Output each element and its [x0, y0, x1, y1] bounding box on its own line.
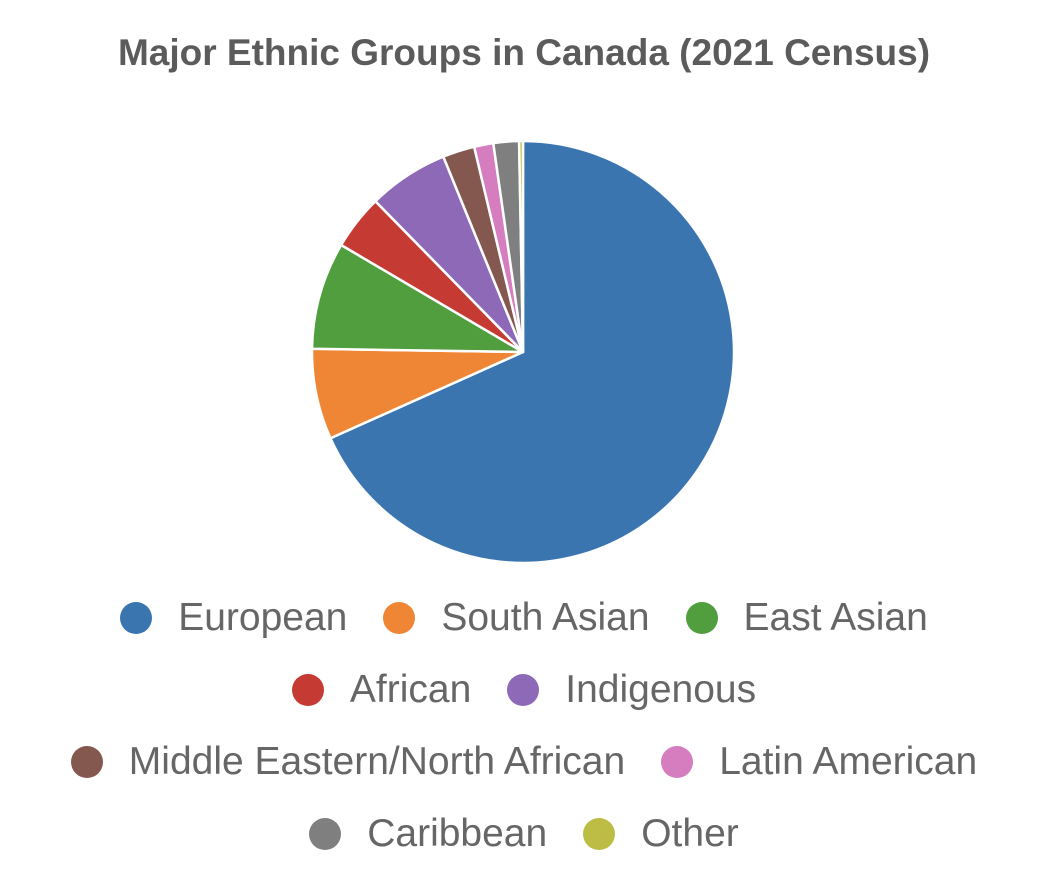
legend-swatch-indigenous — [507, 674, 540, 706]
legend-item-other[interactable]: Other — [583, 812, 739, 856]
legend-item-middle-eastern-north-african[interactable]: Middle Eastern/North African — [70, 740, 626, 784]
legend-swatch-european — [120, 602, 153, 634]
legend-item-african[interactable]: African — [291, 668, 472, 712]
legend-item-indigenous[interactable]: Indigenous — [507, 668, 756, 712]
legend-label-european: European — [178, 596, 348, 639]
legend-label-middle-eastern-north-african: Middle Eastern/North African — [128, 740, 626, 783]
legend-row-4: Caribbean Other — [0, 798, 1048, 870]
legend-swatch-caribbean — [309, 818, 342, 850]
legend-swatch-middle-eastern-north-african — [70, 746, 103, 778]
legend-label-other: Other — [641, 812, 739, 855]
legend-row-3: Middle Eastern/North African Latin Ameri… — [0, 726, 1048, 798]
legend-item-east-asian[interactable]: East Asian — [685, 596, 928, 640]
legend-label-latin-american: Latin American — [719, 740, 978, 783]
chart-legend: European South Asian East Asian African … — [0, 582, 1048, 870]
legend-item-latin-american[interactable]: Latin American — [661, 740, 977, 784]
legend-swatch-south-asian — [383, 602, 416, 634]
legend-swatch-latin-american — [661, 746, 694, 778]
legend-item-south-asian[interactable]: South Asian — [383, 596, 650, 640]
legend-label-african: African — [349, 668, 472, 711]
pie-slice-european[interactable] — [329, 139, 736, 565]
legend-label-caribbean: Caribbean — [367, 812, 548, 855]
legend-item-european[interactable]: European — [120, 596, 347, 640]
legend-row-1: European South Asian East Asian — [0, 582, 1048, 654]
legend-row-2: African Indigenous — [0, 654, 1048, 726]
pie-slice-other[interactable] — [517, 139, 525, 354]
chart-title: Major Ethnic Groups in Canada (2021 Cens… — [117, 32, 931, 73]
pie-slice-east-asian[interactable] — [310, 243, 525, 354]
legend-item-caribbean[interactable]: Caribbean — [309, 812, 547, 856]
legend-label-indigenous: Indigenous — [565, 668, 757, 711]
legend-label-south-asian: South Asian — [441, 596, 650, 639]
pie-chart — [310, 139, 736, 565]
legend-swatch-african — [291, 674, 324, 706]
legend-swatch-east-asian — [685, 602, 718, 634]
legend-label-east-asian: East Asian — [743, 596, 928, 639]
legend-swatch-other — [583, 818, 616, 850]
